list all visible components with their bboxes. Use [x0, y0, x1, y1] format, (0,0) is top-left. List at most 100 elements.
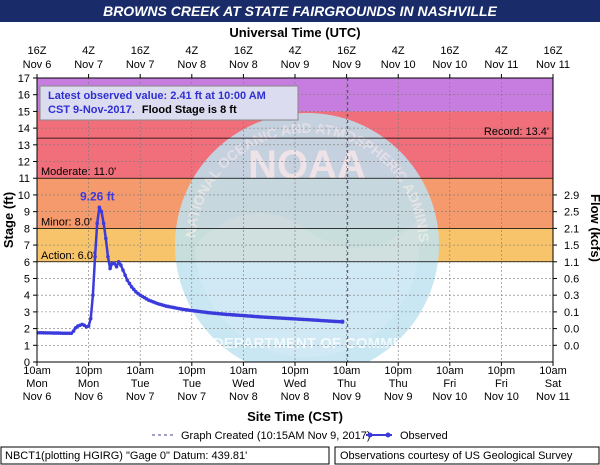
- x-tick-label-date: Nov 7: [177, 391, 206, 403]
- x-tick-label-time: 10am: [436, 365, 464, 377]
- stage-label: Action: 6.0': [41, 250, 95, 262]
- y-tick-label: 11: [19, 173, 30, 185]
- observed-point: [93, 254, 97, 259]
- stage-label: Minor: 8.0': [41, 216, 92, 228]
- observed-point: [91, 293, 95, 297]
- top-tick-label-date: Nov 6: [23, 59, 52, 71]
- x-tick-label-day: Thu: [337, 378, 356, 390]
- top-tick-label-date: Nov 7: [74, 59, 103, 71]
- top-tick-label-time: 16Z: [234, 45, 253, 57]
- observed-point: [95, 221, 99, 226]
- y-tick-label: 9: [24, 207, 30, 219]
- x-tick-label-day: Tue: [183, 378, 202, 390]
- flow-tick-label: 1.5: [564, 240, 579, 252]
- title-bar: [0, 0, 600, 22]
- top-tick-label-date: Nov 11: [484, 59, 518, 71]
- flood-stage-note: Flood Stage is 8 ft: [142, 104, 237, 116]
- observed-point: [71, 329, 76, 333]
- observed-point: [340, 319, 345, 324]
- x-tick-label-day: Tue: [131, 378, 150, 390]
- flow-tick-label: 0.0: [564, 324, 579, 336]
- observed-point: [125, 278, 130, 282]
- x-tick-label-time: 10pm: [178, 365, 206, 377]
- footer-right-box: [334, 446, 600, 465]
- x-tick-label-date: Nov 6: [23, 391, 52, 403]
- flow-axis: 2.9 2.5 2.1 1.5 1.1 0.6 0.3 0.1 0.0 0.0: [553, 190, 579, 352]
- flow-tick-label: 2.1: [564, 223, 579, 235]
- footer-left-box: [0, 446, 330, 465]
- observed-point: [119, 263, 123, 267]
- observed-point: [131, 287, 136, 292]
- y-tick-label: 17: [18, 73, 30, 85]
- observed-point: [123, 273, 127, 277]
- top-tick-label-time: 16Z: [337, 45, 356, 57]
- flow-tick-label: 0.3: [564, 290, 579, 302]
- x-tick-label-time: 10pm: [488, 365, 516, 377]
- x-tick-label-day: Sat: [545, 378, 562, 390]
- flow-axis-title: Flow (kcfs): [588, 194, 600, 262]
- top-tick-label-time: 4Z: [82, 45, 95, 57]
- peak-label: 9.26 ft: [80, 189, 115, 203]
- y-tick-label: 2: [24, 324, 30, 336]
- y-tick-label: 8: [24, 223, 30, 235]
- watermark-wave: [195, 213, 419, 357]
- top-tick-label-time: 4Z: [185, 45, 198, 57]
- observed-point: [86, 324, 91, 328]
- top-tick-label-date: Nov 8: [177, 59, 206, 71]
- latest-value-line2: CST 9-Nov-2017. Flood Stage is 8 ft: [48, 104, 237, 116]
- x-tick-label-day: Wed: [284, 378, 306, 390]
- x-tick-label-day: Mon: [78, 378, 99, 390]
- chart-title: BROWNS CREEK AT STATE FAIRGROUNDS IN NAS…: [103, 3, 497, 19]
- y-tick-label: 15: [18, 106, 30, 118]
- top-axis-label: Universal Time (UTC): [229, 25, 360, 40]
- top-tick-label-time: 16Z: [131, 45, 150, 57]
- y-tick-label: 4: [24, 290, 30, 302]
- observed-point: [97, 205, 102, 210]
- observed-point: [127, 281, 132, 286]
- x-tick-label-time: 10am: [126, 365, 154, 377]
- x-tick-label-time: 10pm: [281, 365, 309, 377]
- watermark-noaa: NOAA: [248, 143, 366, 187]
- flow-tick-label: 0.1: [564, 307, 579, 319]
- x-tick-label-date: Nov 11: [536, 391, 570, 403]
- flow-tick-label: 1.1: [564, 257, 579, 269]
- legend: Graph Created (10:15AM Nov 9, 2017) Obse…: [152, 430, 448, 442]
- latest-value-date: CST 9-Nov-2017.: [48, 104, 135, 116]
- stage-threshold-lines: Record: 13.4' Moderate: 11.0' Minor: 8.0' A…: [37, 126, 553, 263]
- observed-series: [37, 205, 345, 336]
- legend-observed-marker: [385, 432, 391, 438]
- top-tick-label-time: 4Z: [289, 45, 302, 57]
- observed-point: [116, 259, 121, 264]
- x-tick-label-date: Nov 9: [332, 391, 361, 403]
- top-tick-label-date: Nov 10: [432, 59, 467, 71]
- latest-value-line1: Latest observed value: 2.41 ft at 10:00 …: [48, 90, 266, 102]
- observed-point: [121, 268, 125, 272]
- flow-tick-label: 2.5: [564, 207, 579, 219]
- legend-observed-marker: [367, 432, 373, 438]
- y-tick-label: 0: [24, 357, 30, 369]
- top-tick-label-date: Nov 9: [281, 59, 310, 71]
- top-tick-label-date: Nov 8: [229, 59, 258, 71]
- top-tick-label-time: 4Z: [495, 45, 508, 57]
- observed-point: [104, 236, 108, 241]
- y-tick-label: 1: [24, 340, 30, 352]
- y-axis-title: Stage (ft): [1, 192, 16, 248]
- y-tick-label: 3: [24, 307, 30, 319]
- y-tick-label: 10: [18, 190, 30, 202]
- flow-tick-label: 2.9: [564, 190, 579, 202]
- top-tick-label-time: 16Z: [544, 45, 563, 57]
- y-tick-label: 6: [24, 257, 30, 269]
- top-tick-label-date: Nov 11: [536, 59, 570, 71]
- watermark-commerce: U.S. DEPARTMENT OF COMMERCE: [180, 335, 435, 352]
- flow-tick-label: 0.6: [564, 273, 579, 285]
- observed-point: [108, 266, 112, 271]
- x-tick-label-day: Mon: [26, 378, 47, 390]
- x-tick-label-time: 10am: [23, 365, 51, 377]
- top-tick-label-date: Nov 10: [381, 59, 416, 71]
- x-tick-label-date: Nov 8: [229, 391, 258, 403]
- stage-label: Moderate: 11.0': [41, 166, 116, 178]
